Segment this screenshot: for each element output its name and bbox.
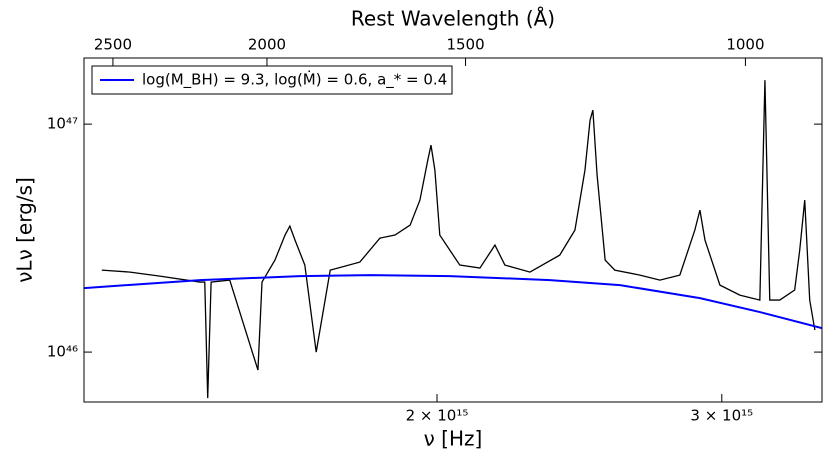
top-x-tick-label: 1000	[726, 36, 764, 54]
top-x-tick-label: 2000	[248, 36, 286, 54]
legend-box	[91, 65, 453, 95]
y-tick-label: 10⁴⁶	[47, 343, 78, 361]
series-line	[101, 80, 816, 399]
x-tick-label: 2 × 10¹⁵	[406, 407, 469, 425]
x-axis-label: ν [Hz]	[424, 427, 483, 451]
series-line	[84, 274, 822, 330]
y-tick-label: 10⁴⁷	[47, 115, 78, 133]
x-tick-label: 3 × 10¹⁵	[690, 407, 753, 425]
top-axis-label: Rest Wavelength (Å)	[351, 7, 555, 31]
legend-label: log(M_BH) = 9.3, log(Ṁ) = 0.6, a_* = 0.4	[142, 70, 447, 90]
top-x-tick-label: 1500	[446, 36, 484, 54]
top-x-tick-label: 2500	[94, 36, 132, 54]
y-axis-label: νLν [erg/s]	[13, 177, 37, 282]
plot-frame	[83, 57, 823, 403]
